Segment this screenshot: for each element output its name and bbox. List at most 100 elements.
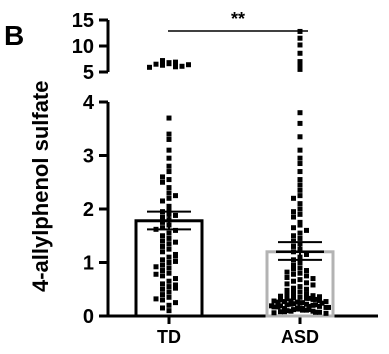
data-point-td [147,64,152,70]
data-point-asd [317,309,322,315]
data-point-td [160,292,165,298]
data-point-asd [297,120,303,126]
data-point-td [160,243,165,249]
data-point-asd [284,292,290,298]
data-point-asd [271,310,277,316]
data-point-td [166,278,172,284]
data-point-asd [275,299,281,305]
data-point-td [166,302,172,308]
data-point-asd [317,294,322,300]
data-point-td [166,260,172,265]
data-point-td [166,206,172,212]
data-point-td [160,268,165,274]
data-point-td [160,174,165,180]
data-point-td [160,233,165,239]
data-point-asd [284,269,290,275]
data-point-td [153,296,159,302]
data-point-asd [288,301,294,307]
data-point-td [166,131,172,137]
data-point-td [166,155,172,161]
data-point-asd [313,302,318,308]
data-point-td [166,115,172,121]
data-point-asd [297,201,303,207]
data-point-asd [323,310,329,316]
data-point-asd [282,306,287,312]
data-point-asd [297,300,303,306]
data-point-td [166,294,172,300]
data-point-td [166,163,172,169]
data-point-asd [297,63,303,69]
data-point-asd [284,287,290,293]
data-point-td [173,276,178,282]
data-point-asd [319,300,325,306]
data-point-td [160,257,165,263]
data-point-asd [297,50,303,56]
data-point-td [173,64,178,70]
data-point-td [166,246,172,252]
data-point-asd [306,303,312,309]
data-point-asd [297,187,303,193]
data-point-td [166,203,172,209]
data-point-asd [284,274,290,280]
data-point-td [160,179,165,185]
data-point-td [166,235,172,241]
data-point-asd [297,230,303,236]
data-point-asd [297,193,303,199]
data-point-td [166,265,172,271]
data-point-td [160,238,165,244]
data-point-asd [313,296,318,302]
significance-label: ** [231,9,245,29]
data-point-asd [297,219,303,225]
data-point-asd [297,206,303,212]
data-point-td [160,249,165,255]
data-point-asd [297,155,303,161]
data-point-td [153,264,159,270]
data-point-asd [295,306,300,312]
data-point-asd [297,66,303,72]
data-point-td [166,185,172,191]
y-tick-label: 5 [83,62,94,84]
data-point-asd [310,276,316,282]
y-tick-label: 0 [83,306,94,328]
data-point-td [160,62,165,68]
data-point-asd [288,298,294,304]
data-point-td [166,230,172,236]
data-point-asd [291,225,296,231]
data-point-asd [297,28,303,34]
data-point-td [160,262,165,268]
panel-label: B [4,20,24,51]
data-point-td [166,190,172,196]
data-point-asd [297,211,303,217]
data-point-td [160,286,165,292]
data-point-td [173,227,178,233]
data-point-asd [317,303,322,309]
data-point-td [160,297,165,303]
data-point-asd [304,227,309,233]
data-point-td [179,63,185,69]
data-point-asd [291,243,296,249]
data-point-td [173,239,178,245]
data-point-td [166,177,172,183]
data-point-asd [291,195,296,201]
data-point-asd [323,299,329,305]
data-point-asd [297,284,303,290]
data-point-td [173,282,178,288]
y-axis-label: 4-allylphenol sulfate [28,81,53,293]
data-point-td [166,254,172,260]
data-point-asd [291,238,296,244]
data-point-asd [304,268,309,274]
data-point-td [173,212,178,218]
data-point-asd [284,281,290,287]
data-point-asd [297,182,303,188]
data-point-asd [297,110,303,116]
data-point-asd [297,235,303,241]
data-point-asd [297,222,303,228]
data-point-asd [297,294,303,300]
data-point-asd [297,277,303,283]
data-point-asd [297,289,303,295]
data-point-asd [291,214,296,220]
data-point-asd [306,295,312,301]
data-point-td [173,285,178,291]
data-point-asd [297,42,303,48]
data-point-td [160,214,165,220]
